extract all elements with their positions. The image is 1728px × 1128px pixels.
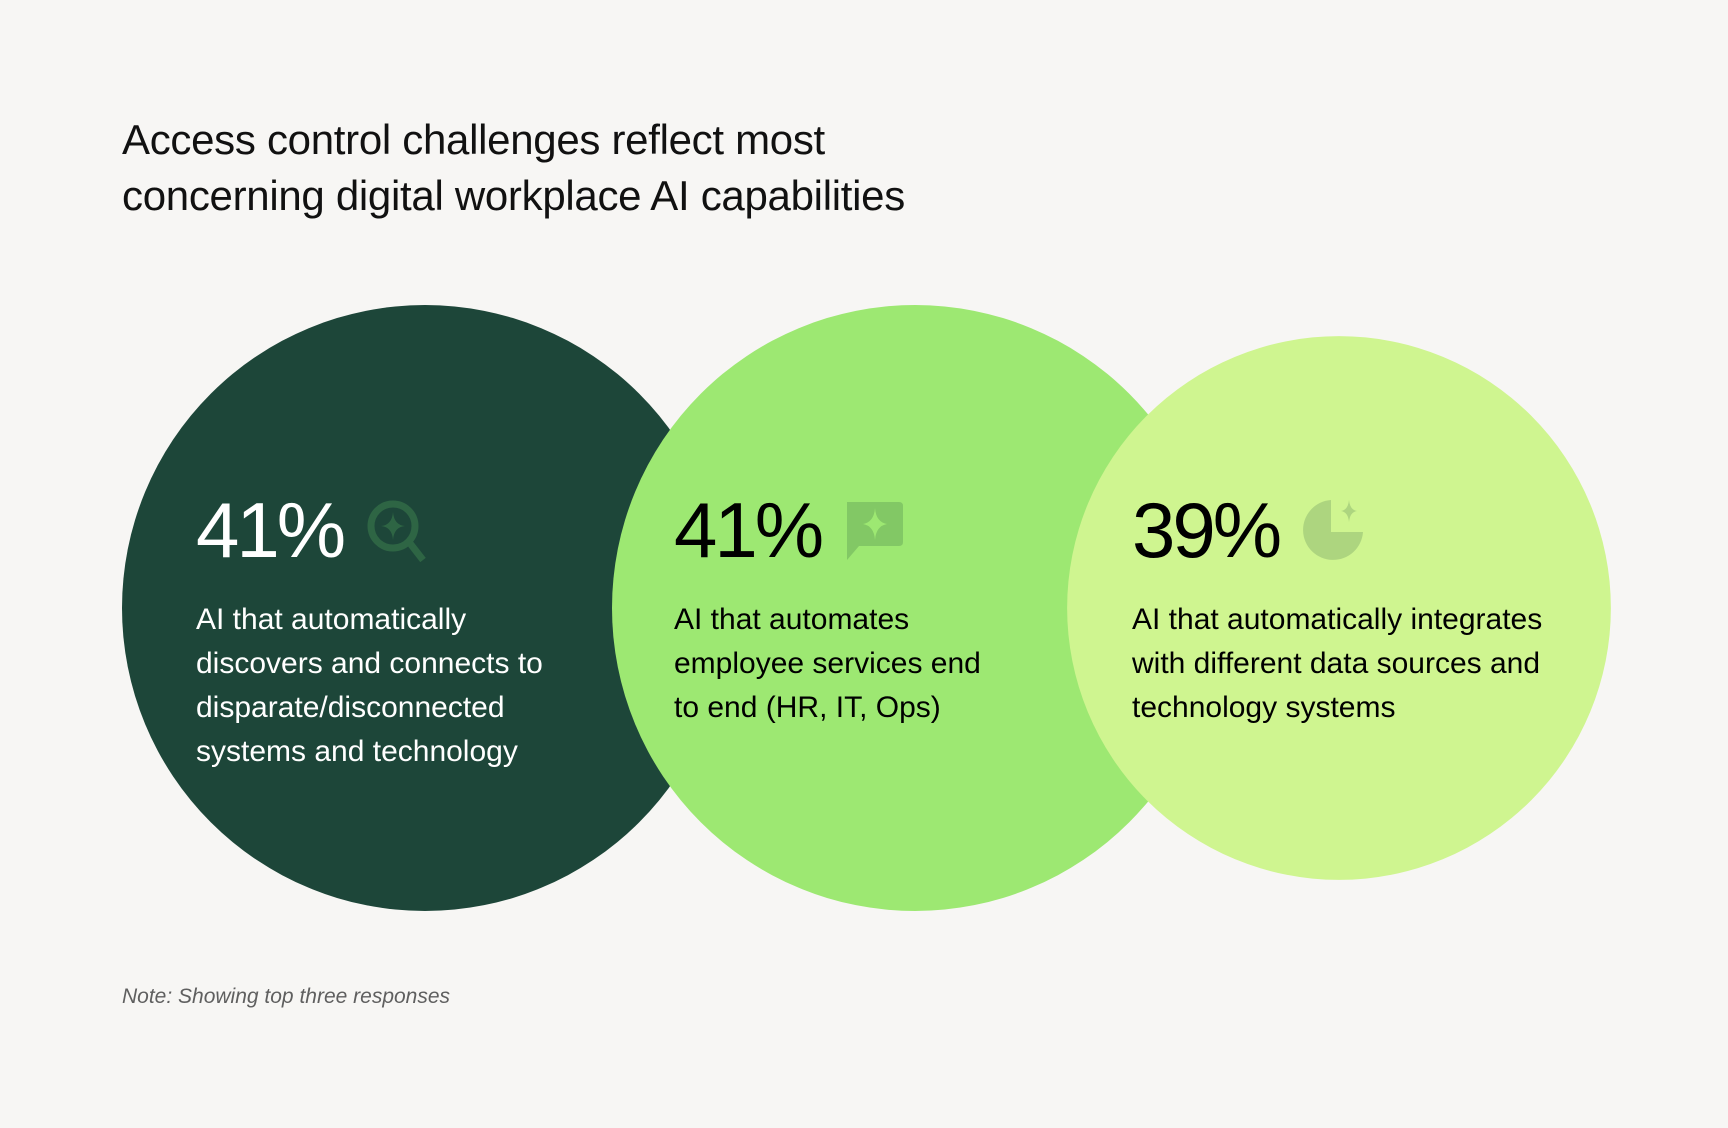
stat-value: 39% <box>1132 486 1282 574</box>
pie-sparkle-icon <box>1303 500 1364 560</box>
magnifier-sparkle-icon <box>367 500 426 562</box>
stat-description: AI that automatically discovers and conne… <box>196 598 543 774</box>
description-line: discovers and connects to <box>196 647 543 680</box>
chart-note: Note: Showing top three responses <box>122 985 451 1008</box>
bubble-1 <box>122 305 728 911</box>
bubble-2 <box>612 305 1218 911</box>
description-line: AI that automatically <box>196 603 467 636</box>
stat-description: AI that automates employee services end to… <box>674 598 981 730</box>
description-line: employee services end <box>674 647 981 680</box>
description-line: to end (HR, IT, Ops) <box>674 691 941 724</box>
chart-title: Access control challenges reflect most c… <box>122 112 905 224</box>
bubble-3 <box>1067 336 1611 880</box>
stat-value: 41% <box>196 486 346 574</box>
stat-2: 41% AI that automates employee services e… <box>674 490 981 730</box>
description-line: disparate/disconnected <box>196 691 505 724</box>
chat-sparkle-icon <box>847 502 904 560</box>
description-line: technology systems <box>1132 691 1396 724</box>
stat-3: 39% AI that automatically integrates with… <box>1132 490 1542 730</box>
title-line: Access control challenges reflect most <box>122 116 825 163</box>
description-line: AI that automatically integrates <box>1132 603 1543 636</box>
description-line: AI that automates <box>674 603 910 636</box>
title-line: concerning digital workplace AI capabili… <box>122 172 905 219</box>
description-line: systems and technology <box>196 735 518 768</box>
stat-description: AI that automatically integrates with dif… <box>1132 598 1542 730</box>
description-line: with different data sources and <box>1132 647 1541 680</box>
stat-value: 41% <box>674 486 824 574</box>
stat-1: 41% AI that automatically discovers and c… <box>196 490 543 774</box>
